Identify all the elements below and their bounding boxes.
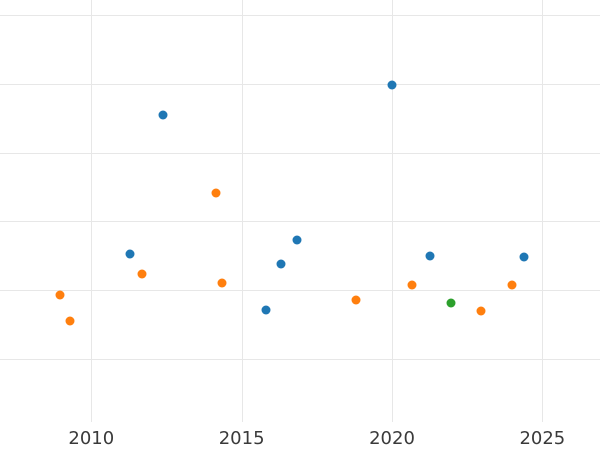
- horizontal-gridline: [0, 15, 600, 16]
- data-point-series-orange: [407, 280, 417, 290]
- data-point-series-blue: [292, 235, 302, 245]
- data-point-series-orange: [211, 188, 221, 197]
- data-point-series-orange: [55, 290, 65, 300]
- vertical-gridline: [91, 0, 93, 422]
- vertical-gridline: [241, 0, 243, 422]
- horizontal-gridline: [0, 152, 600, 154]
- horizontal-gridline: [0, 290, 600, 292]
- data-point-series-blue: [387, 80, 397, 90]
- data-point-series-orange: [65, 316, 75, 326]
- vertical-gridline: [392, 0, 393, 422]
- x-tick-label-2025: 2025: [519, 428, 566, 449]
- data-point-series-blue: [125, 249, 135, 259]
- vertical-gridline: [542, 0, 544, 422]
- data-point-series-orange: [217, 278, 227, 288]
- horizontal-gridline: [0, 359, 600, 360]
- data-point-series-orange: [507, 280, 517, 290]
- data-point-series-blue: [276, 259, 286, 269]
- data-point-series-blue: [425, 251, 435, 261]
- data-point-series-orange: [137, 269, 147, 279]
- x-tick-label-2010: 2010: [68, 428, 115, 449]
- horizontal-gridline: [0, 221, 600, 223]
- x-tick-label-2015: 2015: [218, 428, 265, 449]
- data-point-series-orange: [351, 295, 361, 305]
- data-point-series-blue: [158, 110, 168, 120]
- data-point-series-blue: [519, 252, 529, 262]
- data-point-series-blue: [261, 305, 271, 315]
- horizontal-gridline: [0, 83, 600, 85]
- x-tick-label-2020: 2020: [369, 428, 415, 449]
- data-point-series-orange: [476, 306, 486, 316]
- data-point-series-green: [446, 298, 456, 308]
